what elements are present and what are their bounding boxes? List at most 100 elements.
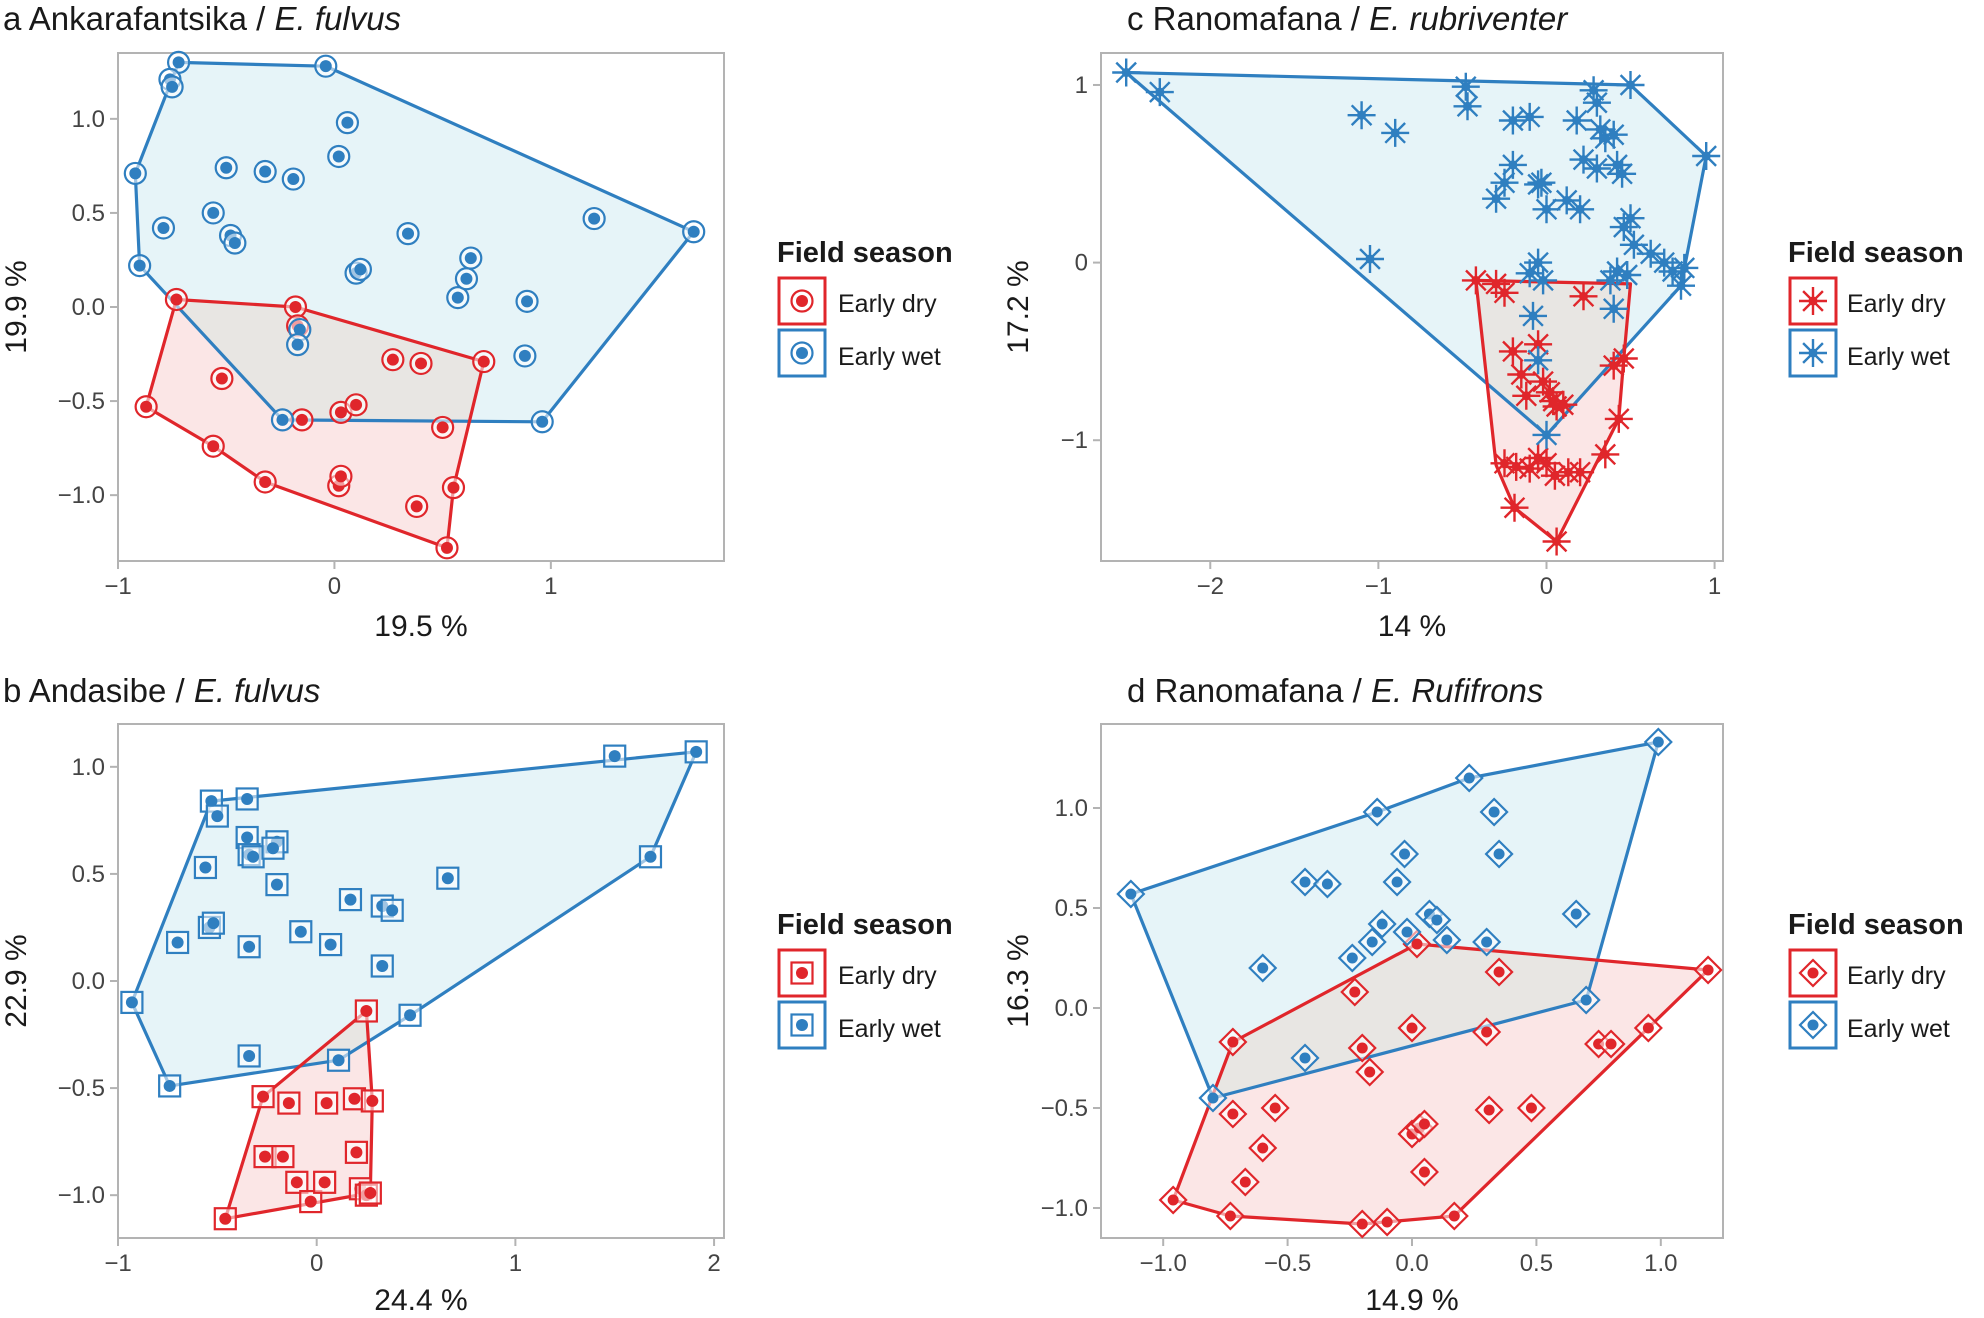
panel-c-title: c Ranomafana / E. rubriventer	[1127, 0, 1569, 37]
legend-key-symbol	[1798, 958, 1828, 988]
y-tick-label: −0.5	[58, 388, 105, 415]
point-early-dry	[1472, 1017, 1502, 1047]
panel-a-marks	[123, 50, 706, 560]
point-early-dry	[1569, 282, 1598, 311]
y-tick-label: 0.0	[1055, 995, 1088, 1022]
point-early-dry	[1230, 1167, 1260, 1197]
point-early-wet	[1670, 253, 1699, 282]
legend-label-early-dry: Early dry	[1847, 962, 1946, 990]
point-early-wet	[1484, 839, 1514, 869]
legend-a: Field season Early dry Early wet	[777, 237, 953, 378]
panel-d-x-label: 14.9 %	[1365, 1284, 1458, 1317]
x-tick-label: 1.0	[1644, 1250, 1677, 1277]
point-early-wet	[1290, 867, 1320, 897]
point-early-dry	[1347, 1033, 1377, 1063]
point-early-wet	[1692, 142, 1721, 170]
point-early-dry	[299, 1189, 323, 1214]
point-early-dry	[1409, 1109, 1439, 1139]
point-early-dry	[472, 349, 496, 374]
legend-key-box	[1788, 1000, 1838, 1050]
panel-b-y-label: 22.9 %	[0, 934, 33, 1027]
point-early-dry	[441, 476, 466, 500]
panel-b-marks	[120, 740, 708, 1231]
legend-label-early-wet: Early wet	[1847, 343, 1950, 371]
legend-b: Field season Early dry Early wet	[777, 909, 953, 1050]
panel-b-title: b Andasibe / E. fulvus	[3, 672, 320, 709]
point-early-wet	[515, 289, 539, 313]
point-early-wet	[436, 866, 460, 890]
point-early-dry	[1498, 337, 1527, 366]
panel-c: c Ranomafana / E. rubriventer −2 −1 0 1 −1 0…	[1002, 0, 1724, 643]
point-early-wet	[446, 285, 470, 310]
point-early-wet	[1603, 257, 1632, 286]
point-early-wet	[1596, 266, 1625, 295]
point-early-wet	[1582, 154, 1611, 183]
point-early-wet	[1608, 159, 1637, 188]
point-early-dry	[285, 1170, 309, 1194]
point-early-wet	[1389, 839, 1420, 869]
point-early-dry	[1340, 977, 1370, 1007]
point-early-wet	[1599, 120, 1628, 149]
point-early-wet	[253, 159, 277, 184]
y-tick-label: 0.5	[72, 200, 105, 227]
panel-c-x-label: 14 %	[1378, 610, 1446, 643]
legend-label-early-dry: Early dry	[838, 962, 937, 990]
x-tick-label: 0.5	[1520, 1250, 1553, 1277]
point-early-wet	[380, 898, 404, 922]
point-early-wet	[1609, 213, 1638, 242]
point-early-wet	[270, 408, 295, 432]
point-early-wet	[1515, 102, 1544, 131]
point-early-dry	[405, 494, 429, 519]
legend-key-early-wet	[777, 328, 827, 378]
point-early-dry	[213, 1207, 237, 1231]
point-early-dry	[1516, 1093, 1546, 1123]
panel-d-marks	[1116, 727, 1723, 1239]
point-early-wet	[348, 257, 372, 281]
legend-key-early-dry	[1788, 948, 1838, 998]
point-early-dry	[290, 408, 314, 432]
point-early-wet	[454, 267, 479, 291]
point-early-wet	[1290, 1043, 1320, 1073]
point-early-wet	[1356, 245, 1384, 273]
point-early-wet	[1616, 71, 1645, 99]
legend-title: Field season	[1788, 909, 1964, 941]
point-early-dry	[1215, 1201, 1245, 1231]
point-early-dry	[1542, 527, 1571, 556]
point-early-wet	[1619, 230, 1648, 259]
point-early-wet	[281, 167, 305, 191]
point-early-dry	[360, 1089, 384, 1113]
point-early-dry	[1397, 1013, 1427, 1043]
point-early-wet	[326, 1048, 351, 1072]
legend-label-early-dry: Early dry	[838, 290, 937, 318]
point-early-dry	[1372, 1207, 1402, 1237]
y-tick-label: −0.5	[1041, 1095, 1088, 1122]
point-early-dry	[1248, 1133, 1278, 1163]
point-early-wet	[1312, 869, 1342, 899]
legend-key-early-dry	[1788, 276, 1838, 326]
legend-key-early-wet	[1788, 1000, 1838, 1050]
y-tick-label: −0.5	[58, 1075, 105, 1102]
point-early-wet	[123, 161, 147, 186]
hull-outline-early-wet	[1124, 70, 1708, 437]
point-early-wet	[1658, 257, 1687, 286]
point-early-dry	[1355, 1057, 1385, 1087]
point-early-wet	[128, 254, 152, 278]
point-early-dry	[1507, 360, 1536, 389]
point-early-wet	[1561, 899, 1591, 929]
legend-key-early-wet	[777, 1000, 827, 1050]
point-early-wet	[223, 231, 247, 255]
legend-key-early-dry	[777, 276, 827, 326]
point-early-dry	[1693, 955, 1723, 985]
y-tick-label: −1	[1061, 427, 1088, 454]
point-early-wet	[459, 246, 483, 270]
legend-key-symbol	[790, 289, 814, 313]
point-early-dry	[251, 1085, 275, 1109]
legend-label-early-wet: Early wet	[838, 343, 941, 371]
x-tick-label: 2	[707, 1250, 720, 1277]
point-early-dry	[1633, 1013, 1663, 1043]
point-early-dry	[1260, 1093, 1290, 1123]
legend-d: Field season Early dry Early wet	[1788, 909, 1964, 1050]
point-early-wet	[1347, 101, 1376, 130]
panel-b-x-label: 24.4 %	[374, 1284, 467, 1317]
panel-d-y-ticks: −1.0 −0.5 0.0 0.5 1.0	[1041, 795, 1101, 1222]
